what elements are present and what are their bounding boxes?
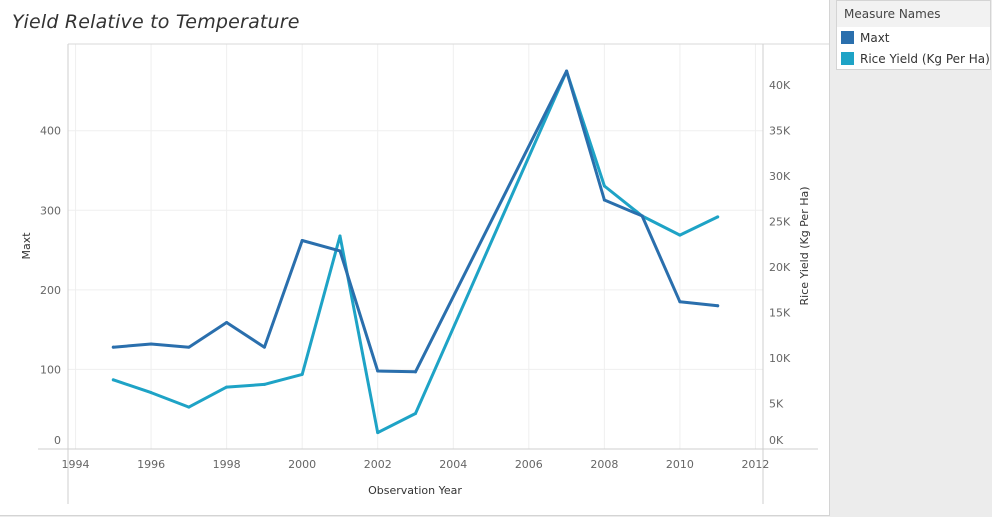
data-point-maxt[interactable] [376, 369, 380, 373]
legend-label-maxt: Maxt [860, 30, 890, 45]
data-point-maxt[interactable] [678, 300, 682, 304]
y-right-tick-label: 15K [769, 306, 791, 319]
y-left-tick-label: 0 [54, 434, 61, 447]
y-left-tick-label: 400 [40, 125, 61, 138]
series-line-maxt[interactable] [111, 69, 720, 374]
x-tick-label: 2012 [741, 458, 769, 471]
data-point-rice-yield[interactable] [338, 234, 342, 238]
data-point-maxt[interactable] [640, 214, 644, 218]
data-point-maxt[interactable] [300, 239, 304, 243]
x-tick-label: 2008 [590, 458, 618, 471]
data-point-maxt[interactable] [149, 342, 153, 346]
x-tick-label: 1994 [62, 458, 90, 471]
data-point-rice-yield[interactable] [225, 385, 229, 389]
legend-header: Measure Names [837, 1, 990, 27]
y-right-tick-label: 20K [769, 261, 791, 274]
y-right-tick-label: 40K [769, 79, 791, 92]
chart-panel: Yield Relative to Temperature 1994 1996 19… [0, 0, 830, 516]
data-point-rice-yield[interactable] [376, 431, 380, 435]
line-chart: 1994 1996 1998 2000 2002 2004 2006 2008 2010 2012… [20, 43, 829, 504]
y-right-axis-title: Rice Yield (Kg Per Ha) [798, 186, 811, 305]
x-tick-label: 2002 [364, 458, 392, 471]
x-axis-title: Observation Year [368, 484, 462, 497]
data-point-maxt[interactable] [602, 198, 606, 202]
data-point-maxt[interactable] [225, 320, 229, 324]
x-tick-label: 1998 [213, 458, 241, 471]
legend-label-rice-yield: Rice Yield (Kg Per Ha) [860, 51, 990, 66]
legend-swatch-rice-yield [841, 52, 854, 65]
data-point-rice-yield[interactable] [678, 233, 682, 237]
data-point-rice-yield[interactable] [149, 391, 153, 395]
data-point-maxt[interactable] [187, 345, 191, 349]
data-point-rice-yield[interactable] [111, 378, 115, 382]
y-right-tick-label: 35K [769, 124, 791, 137]
y-left-tick-label: 200 [40, 284, 61, 297]
y-left-tick-label: 300 [40, 204, 61, 217]
chart-title: Yield Relative to Temperature [12, 11, 300, 33]
data-point-maxt[interactable] [111, 345, 115, 349]
data-point-rice-yield[interactable] [300, 372, 304, 376]
y-right-tick-label: 25K [769, 215, 791, 228]
data-point-maxt[interactable] [565, 69, 569, 73]
data-point-rice-yield[interactable] [602, 184, 606, 188]
series-lines [111, 69, 720, 435]
data-point-rice-yield[interactable] [414, 412, 417, 416]
data-point-maxt[interactable] [414, 370, 417, 374]
data-point-maxt[interactable] [338, 249, 342, 253]
x-tick-label: 2006 [515, 458, 543, 471]
y-right-tick-label: 5K [769, 397, 784, 410]
data-point-rice-yield[interactable] [187, 405, 191, 409]
legend-swatch-maxt [841, 31, 854, 44]
data-point-rice-yield[interactable] [262, 382, 266, 386]
y-right-tick-label: 30K [769, 170, 791, 183]
data-point-rice-yield[interactable] [716, 215, 720, 219]
grid-lines [68, 44, 763, 449]
x-tick-label: 2010 [666, 458, 694, 471]
y-left-axis-title: Maxt [20, 232, 33, 260]
series-line-rice-yield[interactable] [111, 69, 720, 435]
tick-labels: 1994 1996 1998 2000 2002 2004 2006 2008 2010 2012… [40, 79, 791, 471]
x-tick-label: 2000 [288, 458, 316, 471]
y-right-tick-label: 10K [769, 352, 791, 365]
data-point-maxt[interactable] [262, 345, 266, 349]
legend: Measure Names Maxt Rice Yield (Kg Per Ha… [836, 0, 991, 70]
y-right-tick-label: 0K [769, 434, 784, 447]
legend-item-rice-yield[interactable]: Rice Yield (Kg Per Ha) [837, 48, 990, 69]
y-left-tick-label: 100 [40, 363, 61, 376]
data-point-maxt[interactable] [716, 304, 720, 308]
legend-item-maxt[interactable]: Maxt [837, 27, 990, 48]
x-tick-label: 1996 [137, 458, 165, 471]
x-tick-label: 2004 [439, 458, 467, 471]
axes [38, 43, 829, 504]
